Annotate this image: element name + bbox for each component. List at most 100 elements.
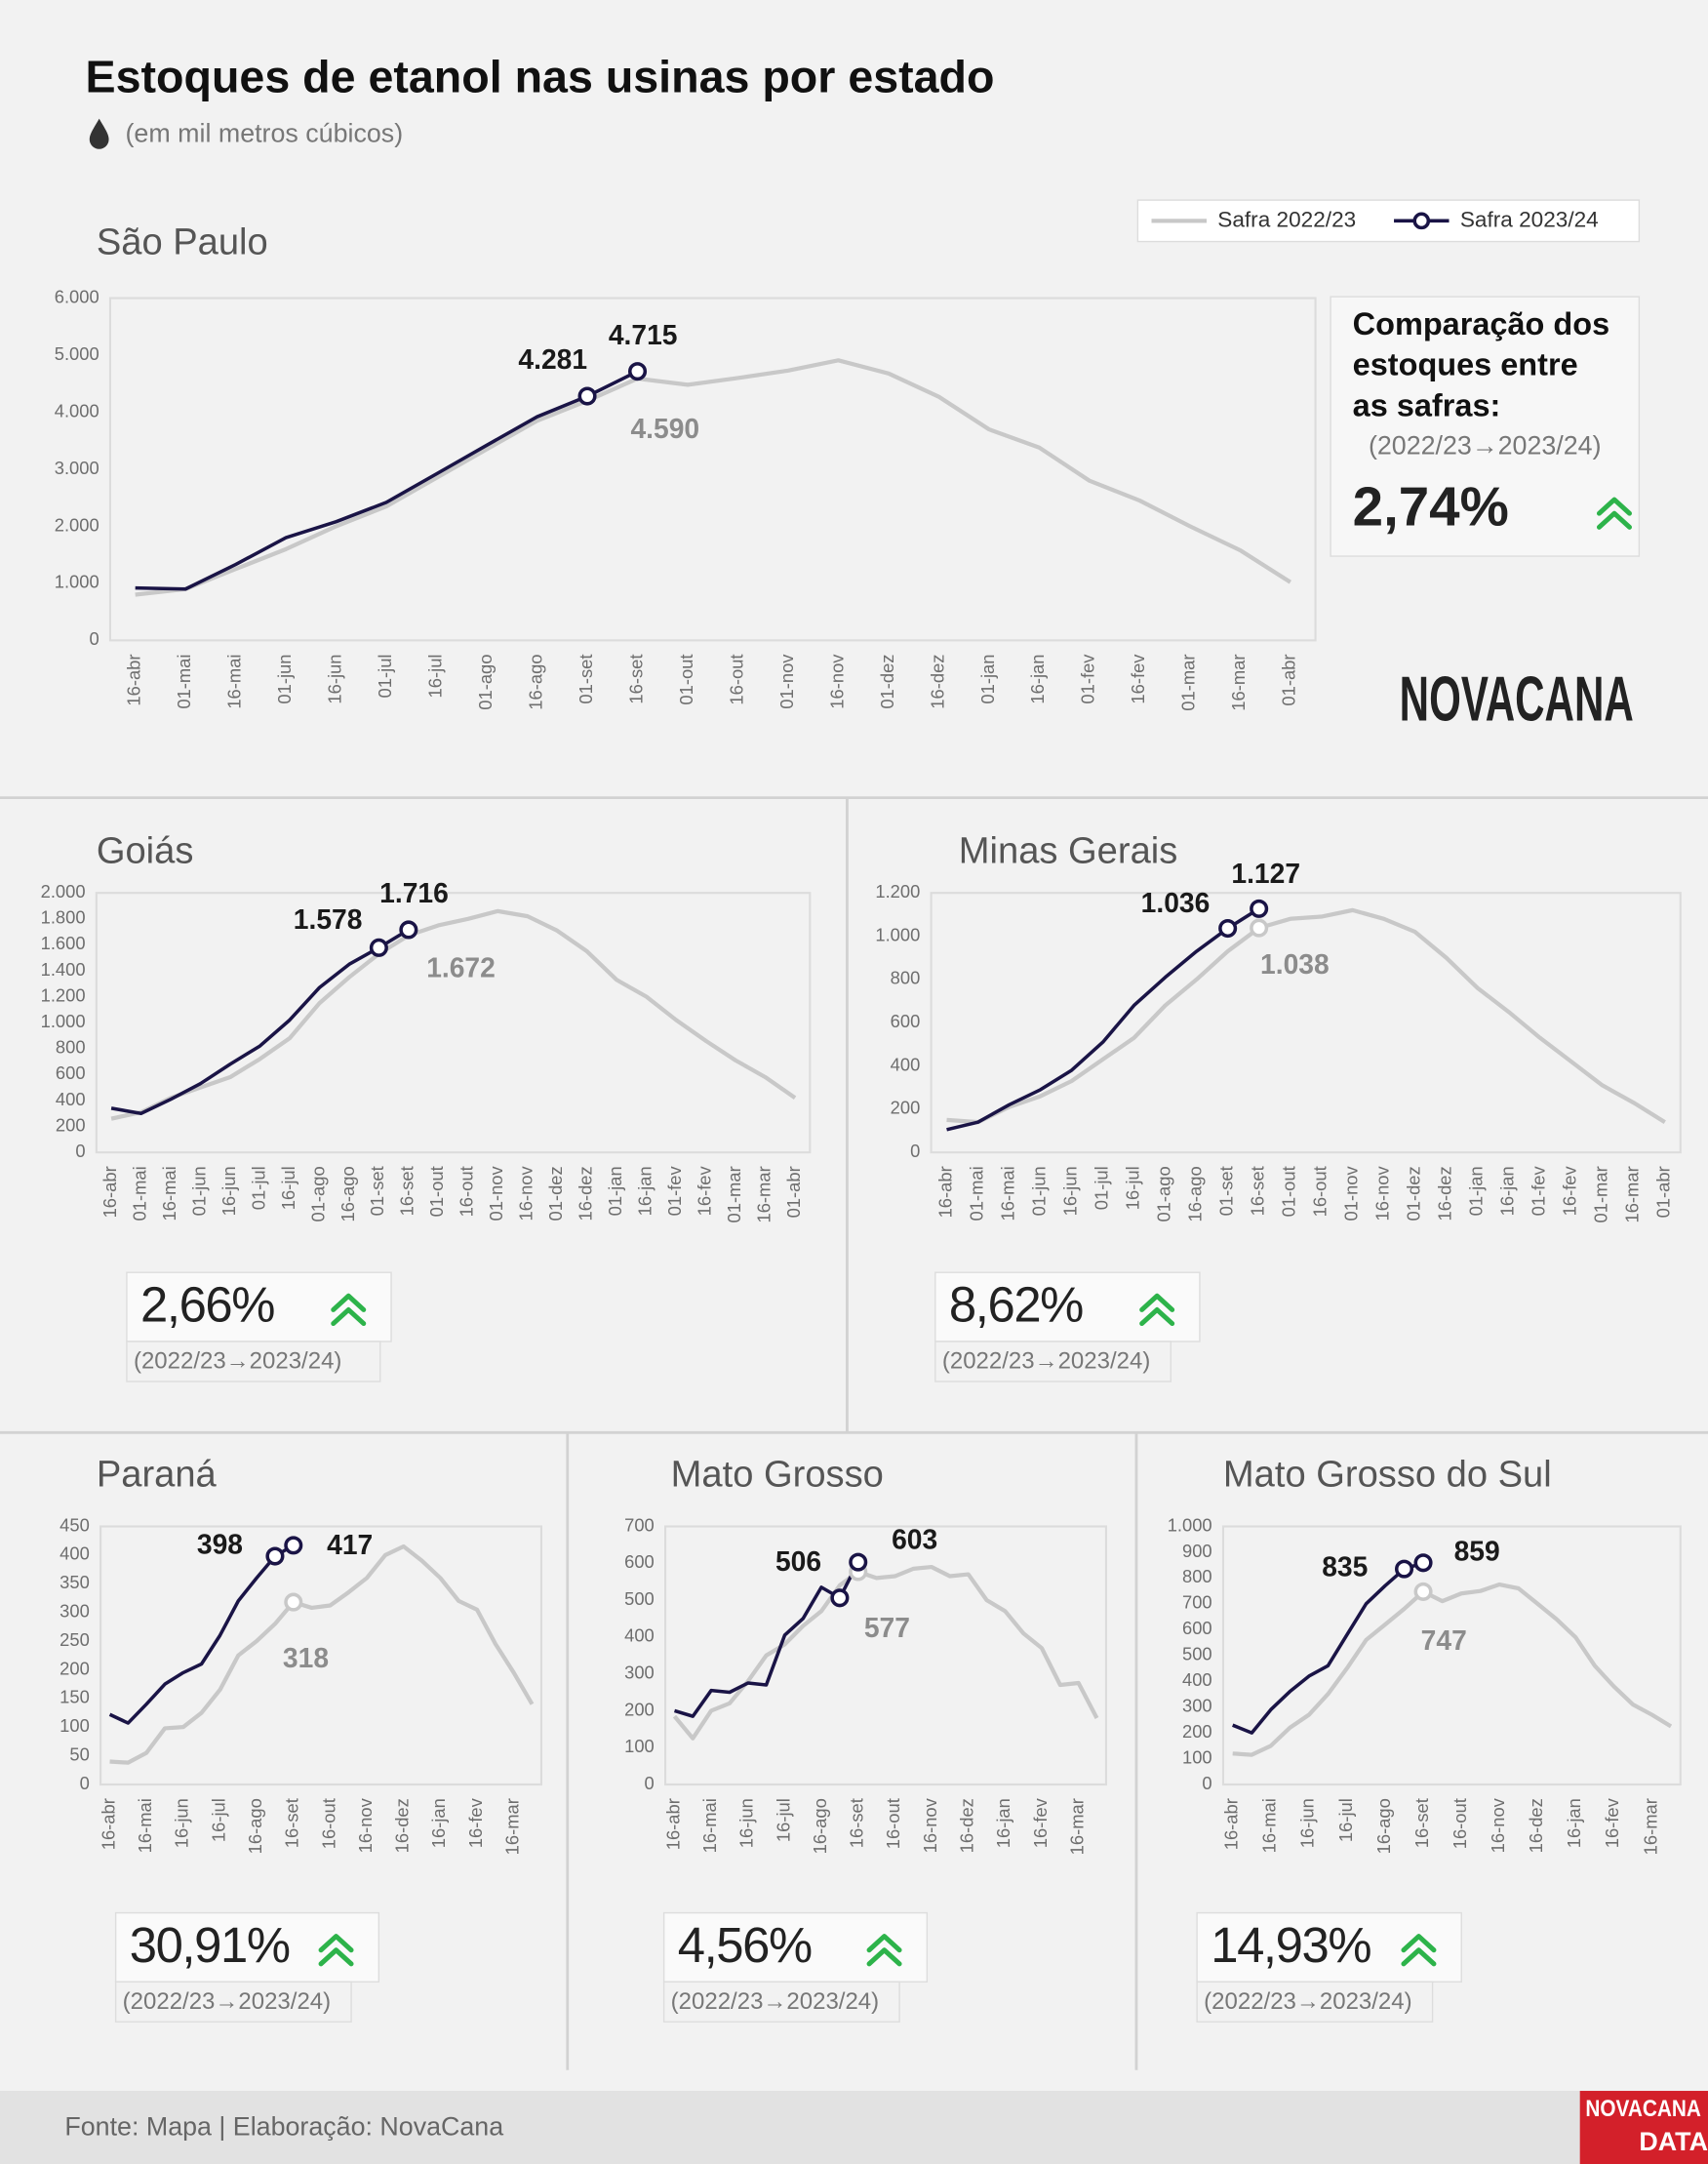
x-tick-label: 16-jan	[635, 1166, 655, 1216]
x-tick-label: 01-set	[1216, 1166, 1237, 1216]
series-line	[109, 1543, 535, 1765]
series-line	[135, 370, 639, 591]
y-tick-label: 200	[56, 1114, 86, 1135]
x-tick-label: 16-out	[883, 1798, 903, 1849]
up-chevron	[1401, 1947, 1437, 1967]
data-label: 4.281	[518, 343, 587, 375]
x-tick-label: 16-nov	[355, 1797, 376, 1853]
y-tick-label: 0	[80, 1773, 90, 1793]
comparison-value: 8,62%	[949, 1276, 1083, 1332]
x-tick-label: 16-set	[282, 1798, 302, 1848]
y-tick-label: 800	[1182, 1566, 1212, 1586]
x-tick-label: 01-mai	[966, 1166, 986, 1221]
y-tick-label: 400	[1182, 1669, 1212, 1690]
comparison-period: (2022/23→2023/24)	[134, 1347, 341, 1374]
subtitle: (em mil metros cúbicos)	[126, 119, 404, 148]
y-tick-label: 100	[1182, 1746, 1212, 1767]
data-label: 4.715	[609, 319, 678, 350]
period-box	[934, 1341, 1172, 1383]
x-tick-label: 01-set	[576, 654, 596, 703]
y-tick-label: 50	[69, 1743, 89, 1764]
x-tick-label: 01-dez	[1404, 1166, 1424, 1221]
x-tick-label: 16-fev	[695, 1165, 715, 1216]
y-tick-label: 600	[624, 1551, 655, 1572]
x-tick-label: 16-mar	[1228, 654, 1249, 710]
x-tick-label: 01-mar	[724, 1166, 744, 1222]
x-tick-label: 01-fev	[1078, 654, 1098, 704]
x-tick-label: 16-abr	[1221, 1798, 1242, 1850]
period-box	[1196, 1981, 1434, 2024]
point-marker	[577, 386, 597, 406]
y-tick-label: 700	[1182, 1592, 1212, 1613]
y-tick-label: 700	[624, 1514, 655, 1535]
x-tick-label: 16-jan	[428, 1798, 449, 1848]
footer-logo: NOVACANA	[1585, 2096, 1701, 2122]
chart-title: Mato Grosso	[671, 1454, 884, 1496]
comparison-period: (2022/23→2023/24)	[123, 1988, 331, 2015]
data-label: 1.672	[426, 952, 496, 983]
x-tick-label: 16-ago	[1185, 1166, 1206, 1222]
y-tick-label: 6.000	[55, 286, 99, 306]
y-tick-label: 500	[1182, 1644, 1212, 1664]
x-tick-label: 16-nov	[1372, 1165, 1393, 1221]
data-label: 506	[775, 1545, 821, 1577]
x-tick-label: 16-abr	[124, 654, 144, 705]
y-tick-label: 200	[624, 1699, 655, 1719]
plot-frame	[108, 297, 1317, 642]
x-tick-label: 16-jul	[773, 1798, 793, 1842]
comparison-box	[126, 1271, 392, 1342]
plot-frame	[95, 892, 812, 1154]
x-tick-label: 16-ago	[810, 1798, 830, 1854]
x-tick-label: 01-out	[676, 654, 696, 704]
series-line	[1232, 1582, 1673, 1757]
legend-label: Safra 2022/23	[1217, 207, 1356, 231]
series-line	[946, 907, 1666, 1125]
y-tick-label: 1.600	[41, 933, 86, 953]
x-tick-label: 16-set	[1248, 1166, 1268, 1216]
footer-logo: DATA	[1639, 2127, 1708, 2156]
x-tick-label: 16-nov	[1488, 1797, 1508, 1853]
x-tick-label: 16-mai	[997, 1166, 1017, 1221]
point-marker	[1250, 899, 1269, 918]
x-tick-label: 01-mai	[129, 1166, 149, 1221]
x-tick-label: 01-fev	[1529, 1165, 1549, 1216]
x-tick-label: 16-jul	[208, 1798, 228, 1842]
x-tick-label: 01-jul	[248, 1166, 268, 1210]
comparison-heading: Comparação dos estoques entre as safras:	[1353, 305, 1618, 421]
logo: NOVACANA	[1400, 663, 1634, 735]
x-tick-label: 01-jul	[1091, 1166, 1111, 1210]
x-tick-label: 01-abr	[1653, 1166, 1674, 1218]
x-tick-label: 01-dez	[545, 1166, 566, 1221]
x-tick-label: 16-fev	[465, 1797, 486, 1848]
up-chevron	[1139, 1306, 1175, 1327]
point-marker	[1250, 918, 1269, 938]
point-marker	[399, 920, 418, 940]
y-tick-label: 0	[75, 1141, 85, 1161]
point-marker	[1413, 1553, 1433, 1573]
comparison-value: 4,56%	[678, 1917, 812, 1973]
x-tick-label: 16-dez	[576, 1166, 596, 1221]
y-tick-label: 0	[1202, 1773, 1211, 1793]
x-tick-label: 01-jan	[605, 1166, 625, 1216]
x-tick-label: 16-ago	[1373, 1798, 1394, 1854]
x-tick-label: 16-jun	[1059, 1166, 1080, 1216]
x-tick-label: 16-jan	[1027, 654, 1048, 703]
x-tick-label: 16-out	[457, 1166, 477, 1217]
y-tick-label: 1.000	[55, 572, 99, 592]
x-tick-label: 16-mar	[1067, 1798, 1088, 1855]
up-chevron	[331, 1293, 367, 1312]
point-marker	[284, 1592, 303, 1612]
y-tick-label: 2.000	[41, 881, 86, 902]
point-marker	[284, 1536, 303, 1555]
x-tick-label: 16-nov	[516, 1165, 536, 1221]
x-tick-label: 16-ago	[338, 1166, 358, 1222]
x-tick-label: 16-jul	[424, 654, 445, 698]
y-tick-label: 400	[56, 1089, 86, 1109]
point-marker	[369, 938, 388, 957]
x-tick-label: 01-abr	[1279, 654, 1299, 705]
x-tick-label: 16-jul	[1335, 1798, 1356, 1842]
legend-box	[1136, 199, 1641, 243]
plot-frame	[930, 892, 1682, 1154]
x-tick-label: 16-mai	[699, 1798, 720, 1853]
x-tick-label: 16-abr	[934, 1166, 955, 1218]
